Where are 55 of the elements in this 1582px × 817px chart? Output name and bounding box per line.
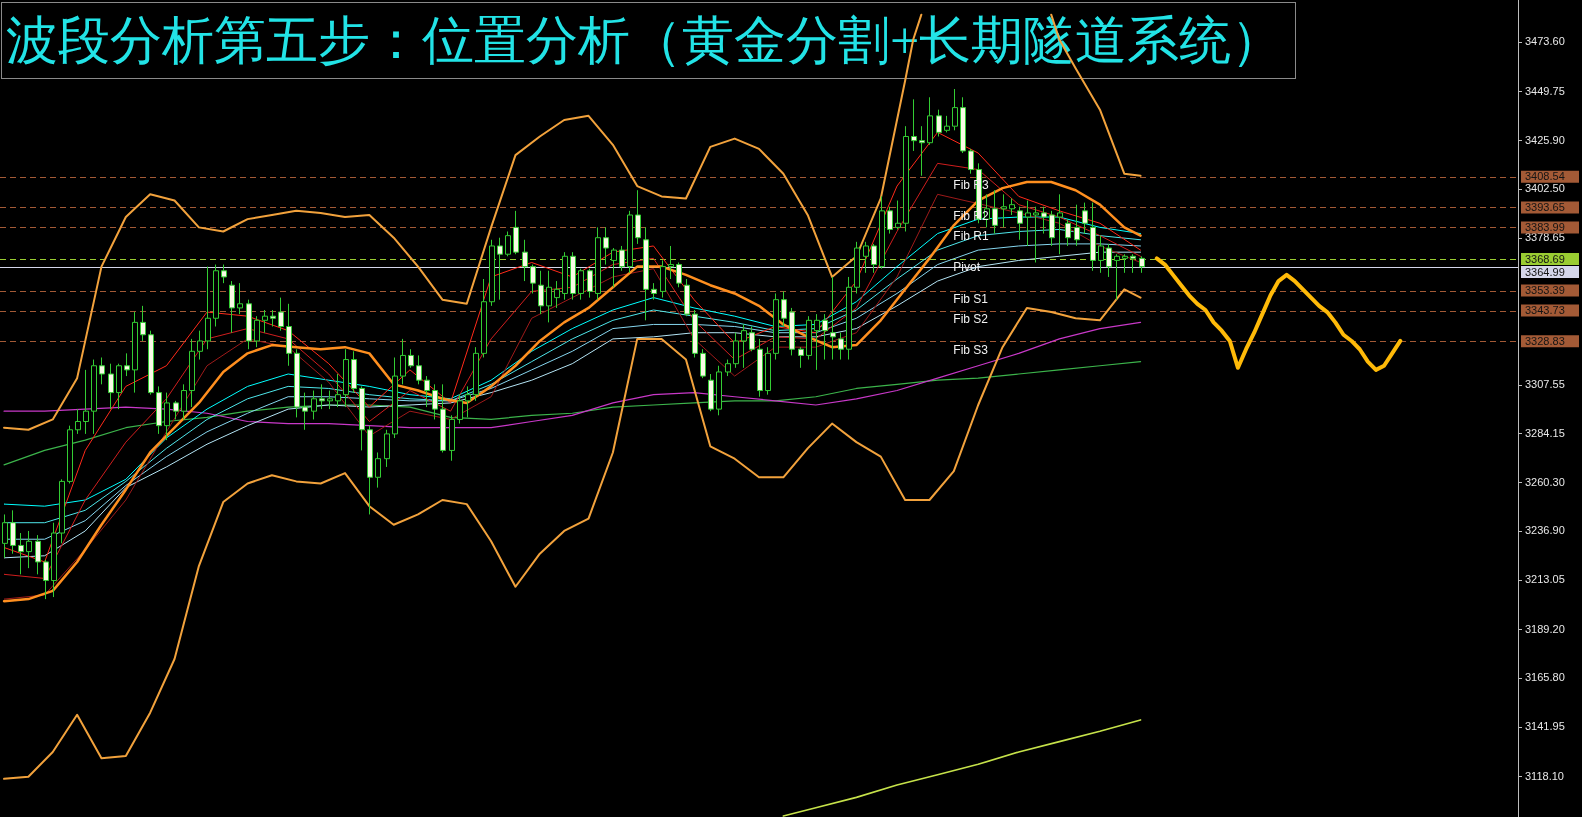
- candlestick: [1098, 235, 1104, 274]
- candlestick: [1082, 202, 1088, 235]
- text: 3408.54: [1525, 170, 1565, 183]
- candlestick: [481, 278, 487, 358]
- ref-line-label: Fib S1: [953, 291, 989, 306]
- y-tick-label: 3165.80: [1525, 671, 1565, 684]
- candlestick: [1041, 206, 1047, 235]
- candlestick: [351, 350, 357, 394]
- ref-line-label: Fib S2: [953, 311, 989, 326]
- text: 3393.65: [1525, 200, 1565, 213]
- text: 3328.83: [1525, 334, 1565, 347]
- y-tick-label: 3473.60: [1525, 35, 1565, 48]
- candlestick: [286, 303, 292, 367]
- y-tick-label: 3307.55: [1525, 378, 1565, 391]
- y-tick-label: 3118.10: [1525, 769, 1564, 782]
- y-tick-label: 3284.15: [1525, 426, 1565, 439]
- candlestick: [197, 330, 203, 361]
- candlestick: [595, 226, 601, 301]
- candlestick: [903, 125, 909, 233]
- y-tick-label: 3378.65: [1525, 231, 1565, 244]
- candlestick: [781, 290, 787, 328]
- candlestick: [936, 109, 942, 138]
- text: 3343.73: [1525, 304, 1565, 317]
- candlestick: [643, 226, 649, 321]
- candlestick: [213, 264, 219, 328]
- candlestick: [375, 451, 381, 489]
- candlestick: [603, 226, 609, 266]
- y-tick-label: 3213.05: [1525, 573, 1565, 586]
- candlestick: [773, 292, 779, 361]
- candlestick: [91, 359, 97, 435]
- y-tick-label: 3425.90: [1525, 133, 1565, 146]
- candlestick: [10, 509, 16, 555]
- y-tick-label: 3141.95: [1525, 720, 1565, 733]
- candlestick: [497, 237, 503, 301]
- candlestick: [863, 241, 869, 274]
- candlestick: [181, 383, 187, 420]
- ref-line-label: Fib S3: [953, 342, 989, 357]
- text: 3353.39: [1525, 284, 1565, 297]
- text: 3368.69: [1525, 252, 1565, 265]
- candlestick: [1017, 206, 1023, 241]
- candlestick: [1057, 193, 1063, 255]
- candlestick: [992, 189, 998, 235]
- candlestick: [367, 425, 373, 515]
- y-tick-label: 3449.75: [1525, 84, 1565, 97]
- candlestick: [416, 354, 422, 385]
- text: 3364.99: [1525, 265, 1565, 278]
- candlestick: [660, 259, 666, 299]
- candlestick: [457, 394, 463, 425]
- y-tick-label: 3402.50: [1525, 182, 1565, 195]
- y-tick-label: 3189.20: [1525, 622, 1565, 635]
- candlestick: [952, 88, 958, 131]
- candlestick: [1025, 200, 1031, 247]
- y-tick-label: 3236.90: [1525, 524, 1565, 537]
- text: 3383.99: [1525, 220, 1565, 233]
- y-tick-label: 3260.30: [1525, 475, 1565, 488]
